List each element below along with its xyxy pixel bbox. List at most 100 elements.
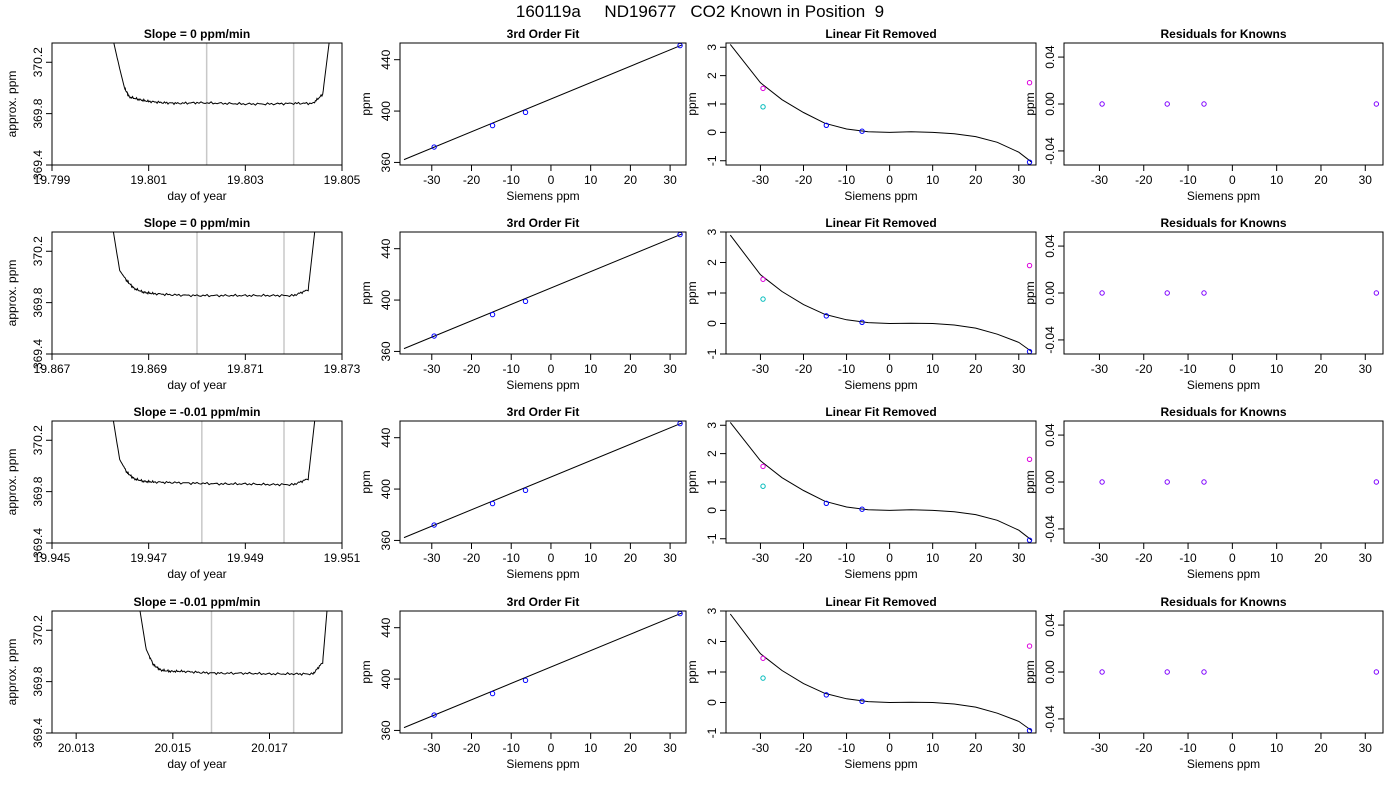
- y-tick-label: 369.8: [31, 666, 45, 696]
- x-tick-label: 19.803: [227, 173, 264, 187]
- panel-title: 3rd Order Fit: [507, 405, 580, 419]
- known-point: [489, 122, 496, 129]
- x-axis-label: Siemens ppm: [506, 189, 579, 203]
- x-tick-label: 20: [624, 173, 638, 187]
- x-tick-label: 20: [969, 362, 983, 376]
- plot-data: [403, 421, 683, 539]
- known-point: [522, 109, 529, 116]
- plot-frame: [1063, 610, 1384, 734]
- x-tick-label: 30: [1359, 551, 1373, 565]
- panel-title: Slope = -0.01 ppm/min: [133, 405, 260, 419]
- y-tick-label: 0: [705, 320, 719, 327]
- y-axis-label: ppm: [359, 281, 373, 304]
- y-tick-label: 400: [379, 290, 393, 310]
- x-tick-label: -30: [1091, 551, 1109, 565]
- x-tick-label: 19.871: [227, 362, 264, 376]
- y-tick-label: 360: [379, 720, 393, 740]
- plot-frame: [725, 231, 1037, 355]
- x-tick-label: 19.869: [130, 362, 167, 376]
- panel-title: Residuals for Knowns: [1160, 27, 1286, 41]
- y-axis-label: ppm: [359, 92, 373, 115]
- x-tick-label: 20.013: [58, 741, 95, 755]
- residual-point: [1201, 290, 1207, 296]
- plot-data: [729, 44, 1033, 165]
- x-tick-label: -20: [1135, 173, 1153, 187]
- x-tick-label: -20: [1135, 362, 1153, 376]
- x-tick-label: -20: [795, 173, 813, 187]
- x-tick-label: -30: [752, 551, 770, 565]
- x-tick-label: 30: [663, 551, 677, 565]
- cubic-fit-curve: [729, 44, 1033, 163]
- known-point: [431, 333, 437, 339]
- cubic-fit-curve: [729, 234, 1032, 353]
- residual-point: [1373, 479, 1380, 485]
- y-tick-label: 3: [705, 422, 719, 429]
- known-point: [522, 677, 529, 684]
- residual-point: [1099, 290, 1105, 296]
- x-tick-label: 19.947: [130, 551, 167, 565]
- series-line: [113, 43, 330, 106]
- y-tick-label: 369.4: [31, 718, 45, 748]
- x-tick-label: 10: [926, 551, 940, 565]
- y-tick-label: -0.04: [1043, 515, 1057, 543]
- panel-title: Residuals for Knowns: [1160, 216, 1286, 230]
- panel-title: Slope = 0 ppm/min: [144, 27, 250, 41]
- cyan-point: [760, 675, 766, 681]
- plot-data: [403, 43, 683, 161]
- plot-data: [112, 232, 316, 354]
- blue-point: [859, 128, 865, 134]
- x-tick-label: 20: [624, 741, 638, 755]
- x-axis-label: day of year: [167, 189, 226, 203]
- chart-panel-1-2: Linear Fit Removed-30 -20 -10 0 10 20 30Siemen…: [685, 216, 1037, 392]
- y-axis-label: ppm: [685, 470, 699, 493]
- x-tick-label: 30: [1012, 362, 1026, 376]
- x-tick-label: -10: [838, 173, 856, 187]
- x-tick-label: 30: [663, 173, 677, 187]
- x-tick-label: 20: [1314, 551, 1328, 565]
- x-axis-label: Siemens ppm: [844, 189, 917, 203]
- y-tick-label: 360: [379, 530, 393, 550]
- x-axis-label: Siemens ppm: [1187, 189, 1260, 203]
- plot-frame: [725, 42, 1037, 166]
- x-axis-label: day of year: [167, 378, 226, 392]
- y-tick-label: 400: [379, 101, 393, 121]
- chart-panel-1-1: 3rd Order Fit -30 -20 -10 0 10 20 30 Siemens ppm…: [359, 216, 687, 392]
- y-axis-label: ppm: [1023, 470, 1037, 493]
- x-axis-label: Siemens ppm: [1187, 378, 1260, 392]
- y-tick-label: 400: [379, 669, 393, 689]
- y-tick-label: 370.2: [31, 615, 45, 645]
- x-tick-label: -30: [752, 173, 770, 187]
- x-axis-label: Siemens ppm: [844, 567, 917, 581]
- fit-line: [403, 44, 683, 161]
- plot-data: [729, 234, 1033, 354]
- cubic-fit-curve: [729, 422, 1033, 541]
- plot-frame: [51, 610, 343, 734]
- y-tick-label: 400: [379, 479, 393, 499]
- plot-frame: [51, 420, 343, 544]
- y-tick-label: 440: [379, 427, 393, 447]
- known-point: [489, 500, 496, 507]
- x-tick-label: -30: [423, 362, 441, 376]
- plot-data: [113, 43, 330, 165]
- y-axis-label: ppm: [359, 470, 373, 493]
- known-point: [431, 522, 437, 528]
- panel-title: Linear Fit Removed: [825, 27, 936, 41]
- plot-frame: [1063, 231, 1384, 355]
- y-tick-label: 3: [705, 607, 719, 614]
- x-axis-label: day of year: [167, 567, 226, 581]
- blue-point: [823, 313, 830, 319]
- y-tick-label: 3: [705, 44, 719, 51]
- x-tick-label: -10: [503, 362, 521, 376]
- x-tick-label: -20: [795, 551, 813, 565]
- panel-title: Residuals for Knowns: [1160, 595, 1286, 609]
- x-tick-label: -30: [423, 173, 441, 187]
- x-tick-label: 10: [1270, 741, 1284, 755]
- residual-point: [1164, 669, 1170, 675]
- residual-point: [1099, 479, 1105, 485]
- y-tick-label: 1: [705, 100, 719, 107]
- y-axis-label: approx. ppm: [5, 71, 19, 138]
- x-tick-label: 20: [969, 551, 983, 565]
- y-tick-label: 369.4: [31, 528, 45, 558]
- residual-point: [1201, 479, 1207, 485]
- x-tick-label: 10: [926, 362, 940, 376]
